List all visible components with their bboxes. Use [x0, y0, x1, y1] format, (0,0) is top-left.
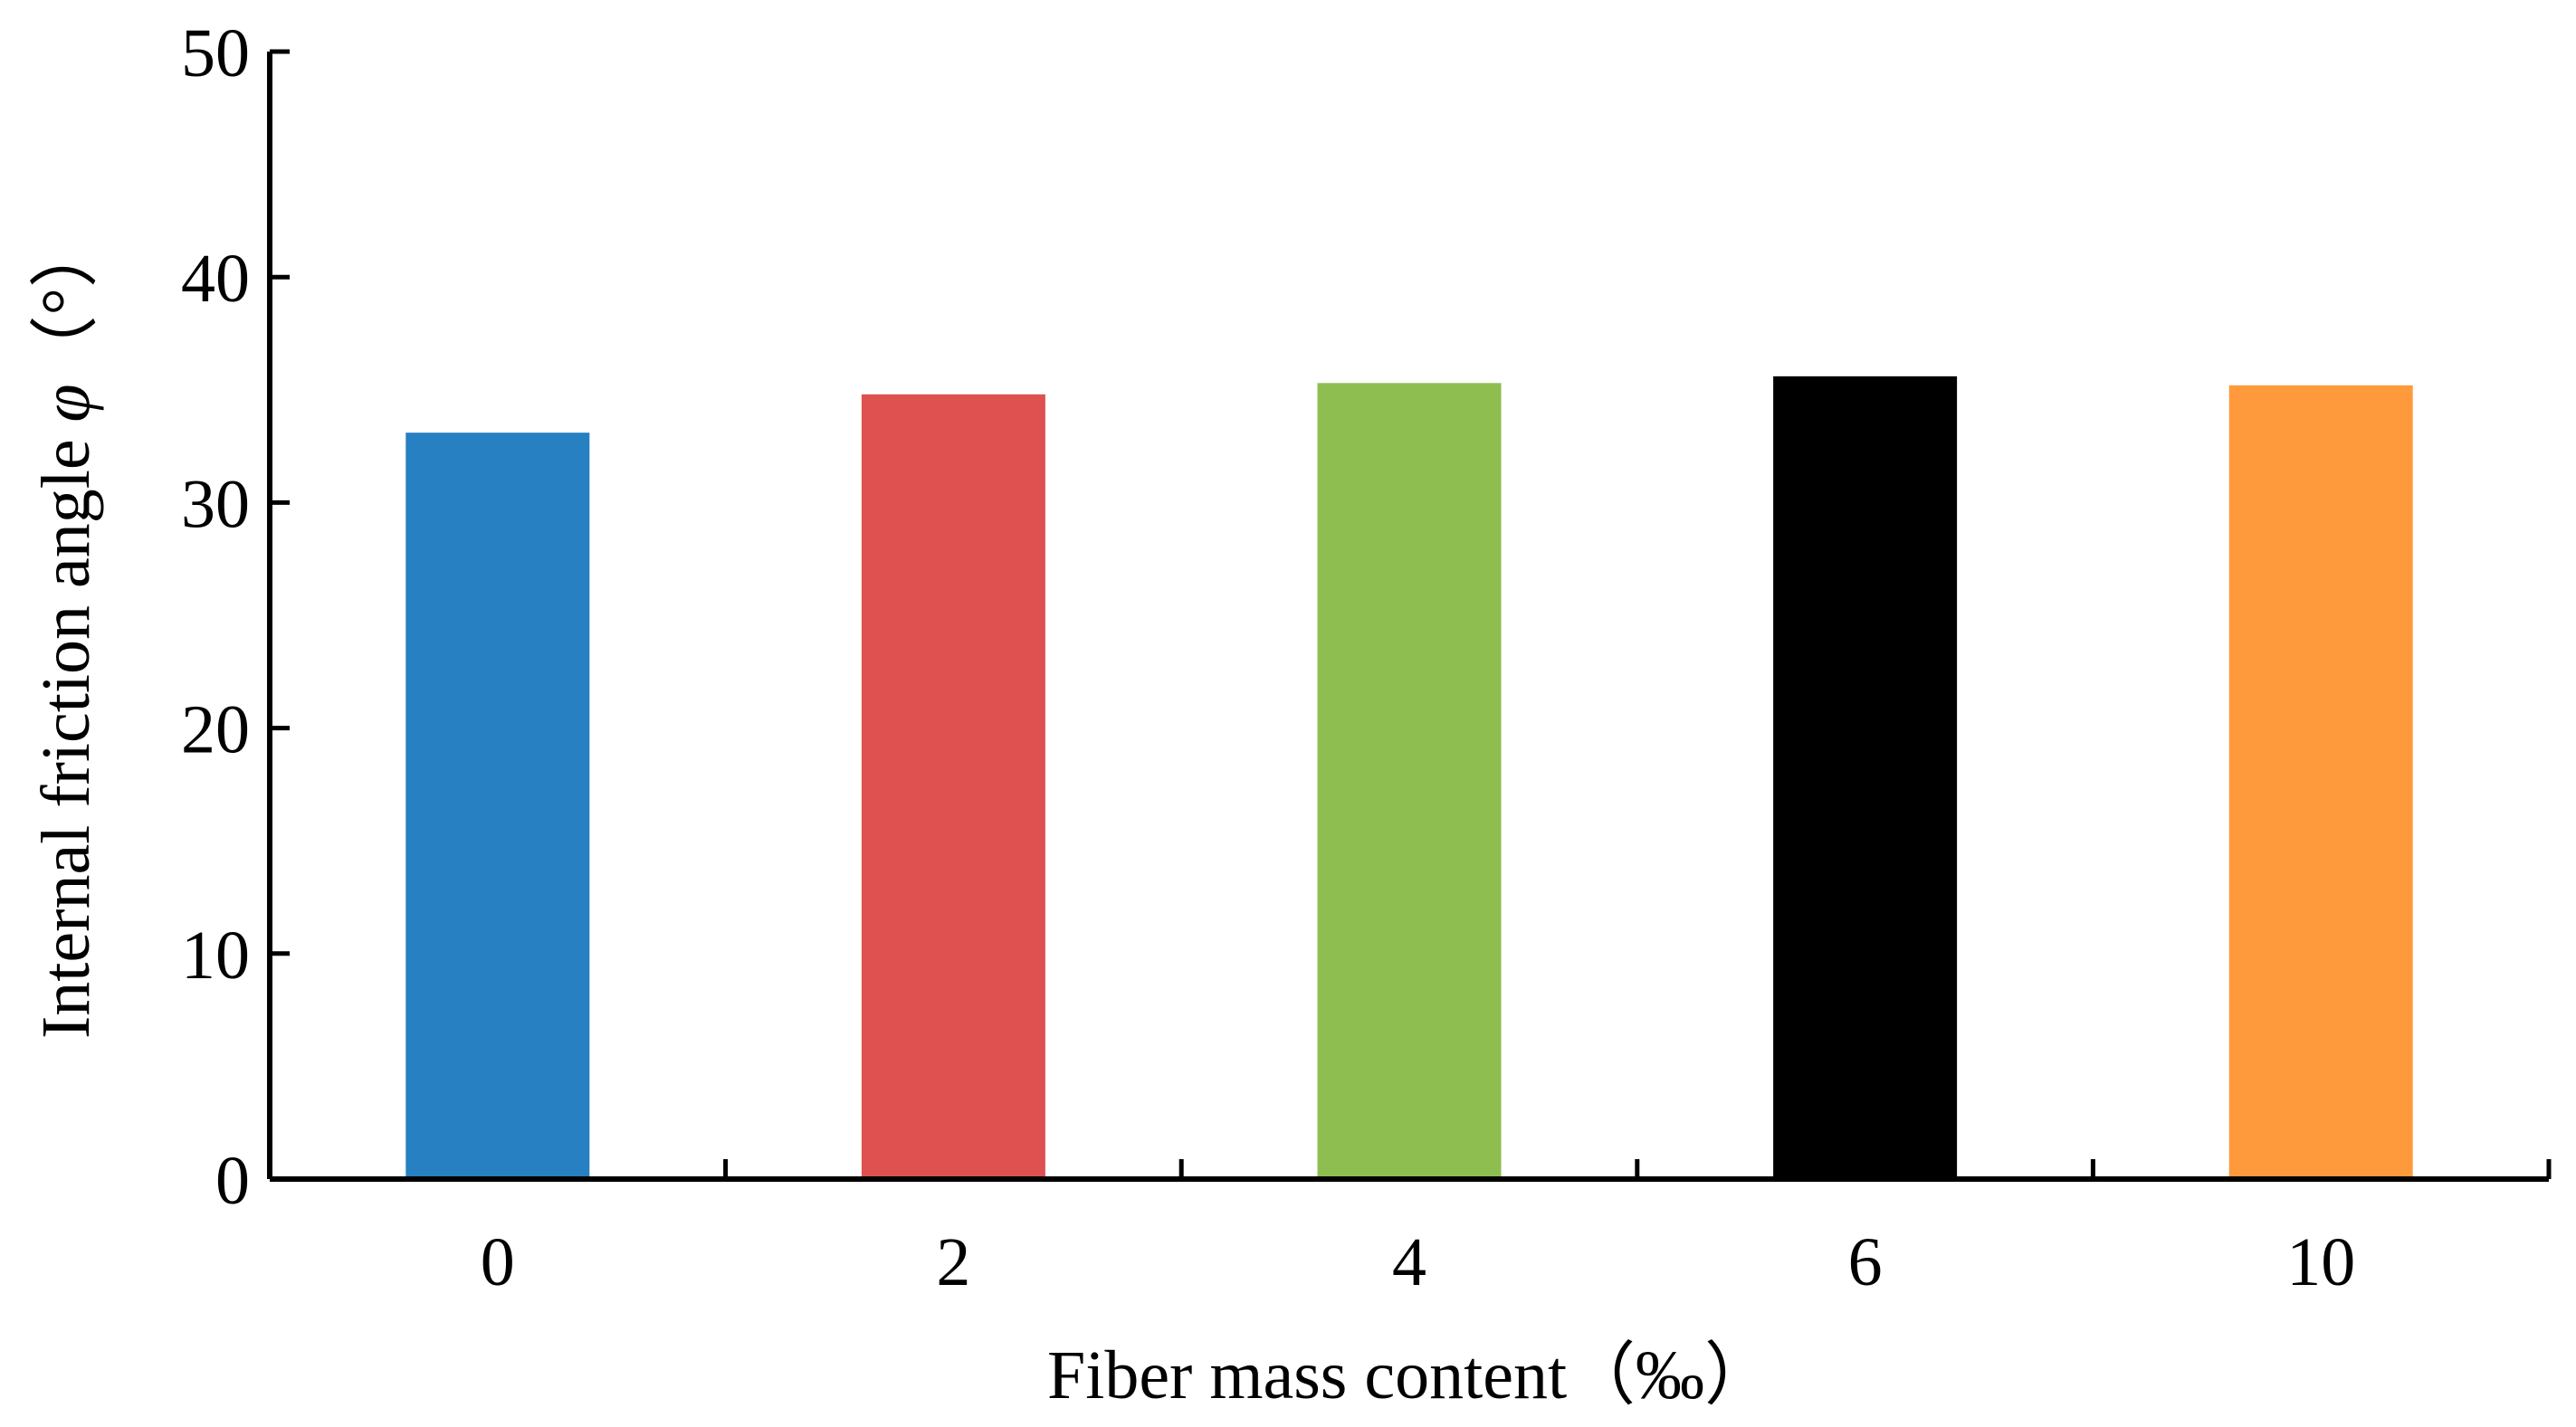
y-tick-label-30: 30 [181, 466, 250, 542]
x-axis-title: Fiber mass content（‰） [1047, 1337, 1773, 1413]
y-tick-label-10: 10 [181, 918, 250, 994]
y-tick-label-0: 0 [215, 1143, 250, 1219]
y-axis-title-unit: （°） [28, 219, 104, 384]
y-axis-title: Internal friction angle φ（°） [28, 219, 104, 1039]
y-axis-title-symbol: φ [28, 384, 104, 422]
y-tick-label-20: 20 [181, 692, 250, 768]
x-tick-label-4: 4 [1392, 1224, 1426, 1300]
bar-10 [2228, 385, 2413, 1179]
x-tick-label-10: 10 [2286, 1224, 2355, 1300]
y-tick-labels: 0 10 20 30 40 50 [181, 15, 250, 1219]
y-axis-title-text: Internal friction angle [28, 422, 104, 1039]
x-tick-label-0: 0 [481, 1224, 515, 1300]
x-tick-label-6: 6 [1848, 1224, 1883, 1300]
bars-group [405, 376, 2413, 1180]
bar-0 [405, 433, 590, 1179]
bar-2 [861, 394, 1045, 1179]
x-tick-labels: 0 2 4 6 10 [481, 1224, 2355, 1300]
ticks-group [270, 49, 2552, 1182]
axes-group [267, 52, 2549, 1182]
y-tick-label-40: 40 [181, 241, 250, 317]
y-tick-label-50: 50 [181, 15, 250, 91]
bar-4 [1317, 383, 1502, 1180]
bar-6 [1773, 376, 1958, 1179]
x-tick-label-2: 2 [936, 1224, 970, 1300]
